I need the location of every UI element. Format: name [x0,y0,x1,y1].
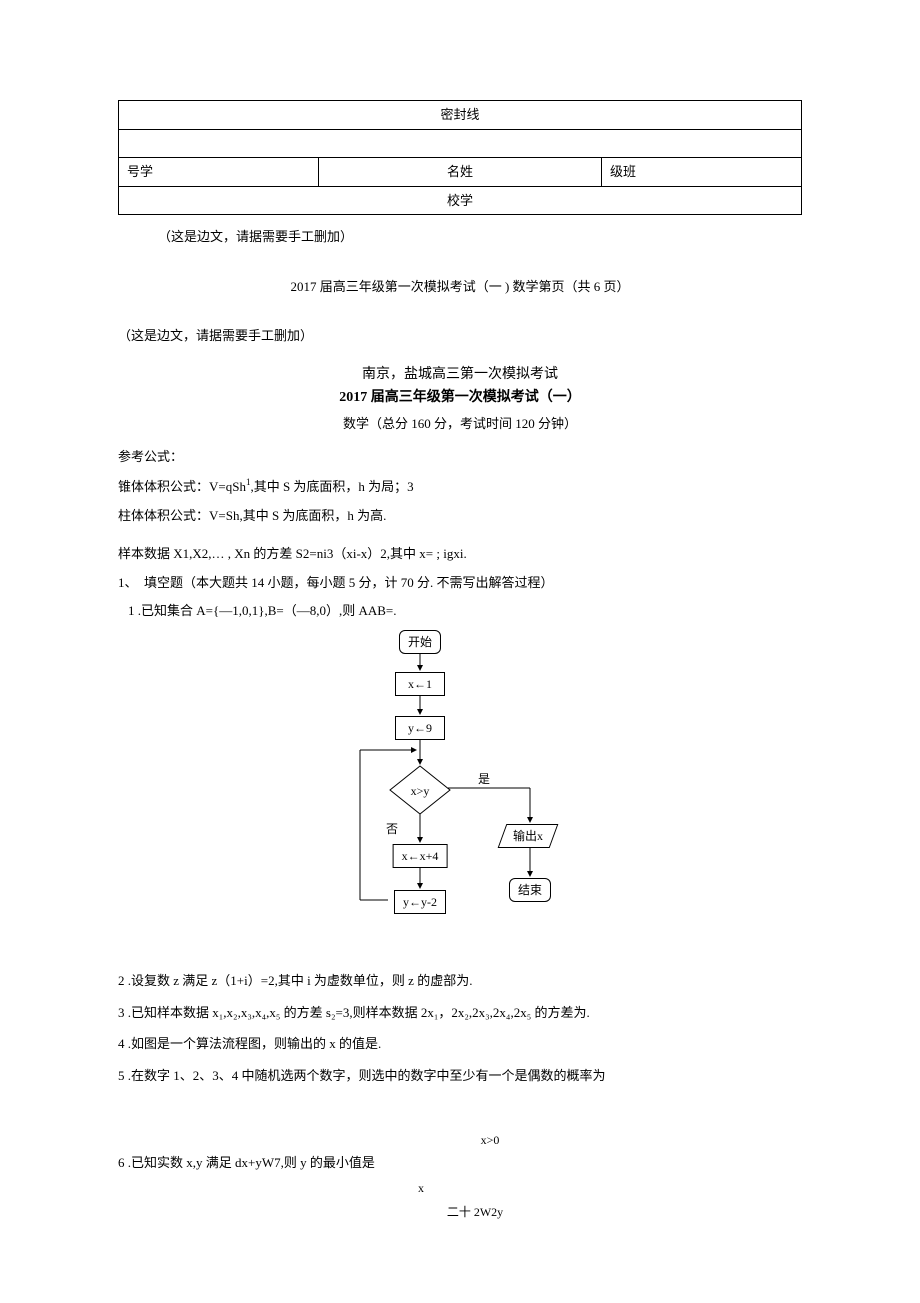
formula-cone-text-pre: 锥体体积公式：V=qSh [118,479,246,494]
class-cell: 级班 [602,158,802,187]
title-line-3: 数学（总分 160 分，考试时间 120 分钟） [118,414,802,434]
student-id-cell: 号学 [119,158,319,187]
question-2: 2 .设复数 z 满足 z（1+i）=2,其中 i 为虚数单位，则 z 的虚部为… [118,971,802,991]
blank-row [119,129,802,158]
q6-sub-x: x [118,1179,802,1197]
question-5: 5 .在数字 1、2、3、4 中随机选两个数字，则选中的数字中至少有一个是偶数的… [118,1066,802,1086]
question-3: 3 .已知样本数据 x₁,x₂,x₃,x₄,x₅ 的方差 s₂=3,则样本数据 … [118,1003,802,1023]
section-1-header: 1、 填空题（本大题共 14 小题，每小题 5 分，计 70 分. 不需写出解答… [118,573,802,593]
title-line-1: 南京，盐城高三第一次模拟考试 [118,364,802,385]
formula-cylinder: 柱体体积公式：V=Sh,其中 S 为底面积，h 为高. [118,506,802,526]
flowchart-box-x4: x←x+4 [393,844,448,868]
title-line-2: 2017 届高三年级第一次模拟考试（一） [118,387,802,408]
margin-note-2: （这是边文，请据需要手工删加） [118,326,802,346]
flowchart-box-y2: y←y-2 [394,890,446,914]
school-cell: 校学 [119,186,802,215]
seal-line-cell: 密封线 [119,101,802,130]
formula-ref-label: 参考公式： [118,447,802,467]
flowchart-end: 结束 [509,878,551,902]
header-table: 密封线 号学 名姓 级班 校学 [118,100,802,215]
page-footer: 2017 届高三年级第一次模拟考试（一 ) 数学第页（共 6 页） [118,277,802,297]
flowchart-box-y: y←9 [395,716,445,740]
flowchart-no-label: 否 [386,820,398,838]
flowchart-yes-label: 是 [478,770,490,788]
flowchart-container: 开始 x←1 y←9 x>y 是 否 x←x+4 y←y-2 输出x 结束 [118,628,802,955]
formula-variance: 样本数据 X1,X2,… , Xn 的方差 S2=ni3（xi-x）2,其中 x… [118,544,802,564]
flowchart-output-text: 输出x [513,827,543,845]
formula-cone: 锥体体积公式：V=qSh1,其中 S 为底面积，h 为局；3 [118,477,802,497]
flowchart-arrows [330,628,590,948]
flowchart-decision-text: x>y [411,782,430,800]
question-6: 6 .已知实数 x,y 满足 dx+yW7,则 y 的最小值是 [118,1153,802,1173]
flowchart-output: 输出x [498,824,559,848]
margin-note-1: （这是边文，请据需要手工删加） [158,227,802,247]
question-4: 4 .如图是一个算法流程图，则输出的 x 的值是. [118,1034,802,1054]
q6-pre-line: x>0 [118,1131,802,1149]
title-block: 南京，盐城高三第一次模拟考试 2017 届高三年级第一次模拟考试（一） 数学（总… [118,364,802,434]
formula-cone-sup: 1 [246,477,251,487]
formula-cone-text-post: ,其中 S 为底面积，h 为局；3 [250,479,413,494]
flowchart-box-x: x←1 [395,672,445,696]
q6-after-line: 二十 2W2y [118,1203,802,1221]
flowchart-start: 开始 [399,630,441,654]
question-1: 1 .已知集合 A={—1,0,1},B=（—8,0）,则 AAB=. [118,601,802,621]
name-cell: 名姓 [319,158,602,187]
flowchart: 开始 x←1 y←9 x>y 是 否 x←x+4 y←y-2 输出x 结束 [330,628,590,948]
